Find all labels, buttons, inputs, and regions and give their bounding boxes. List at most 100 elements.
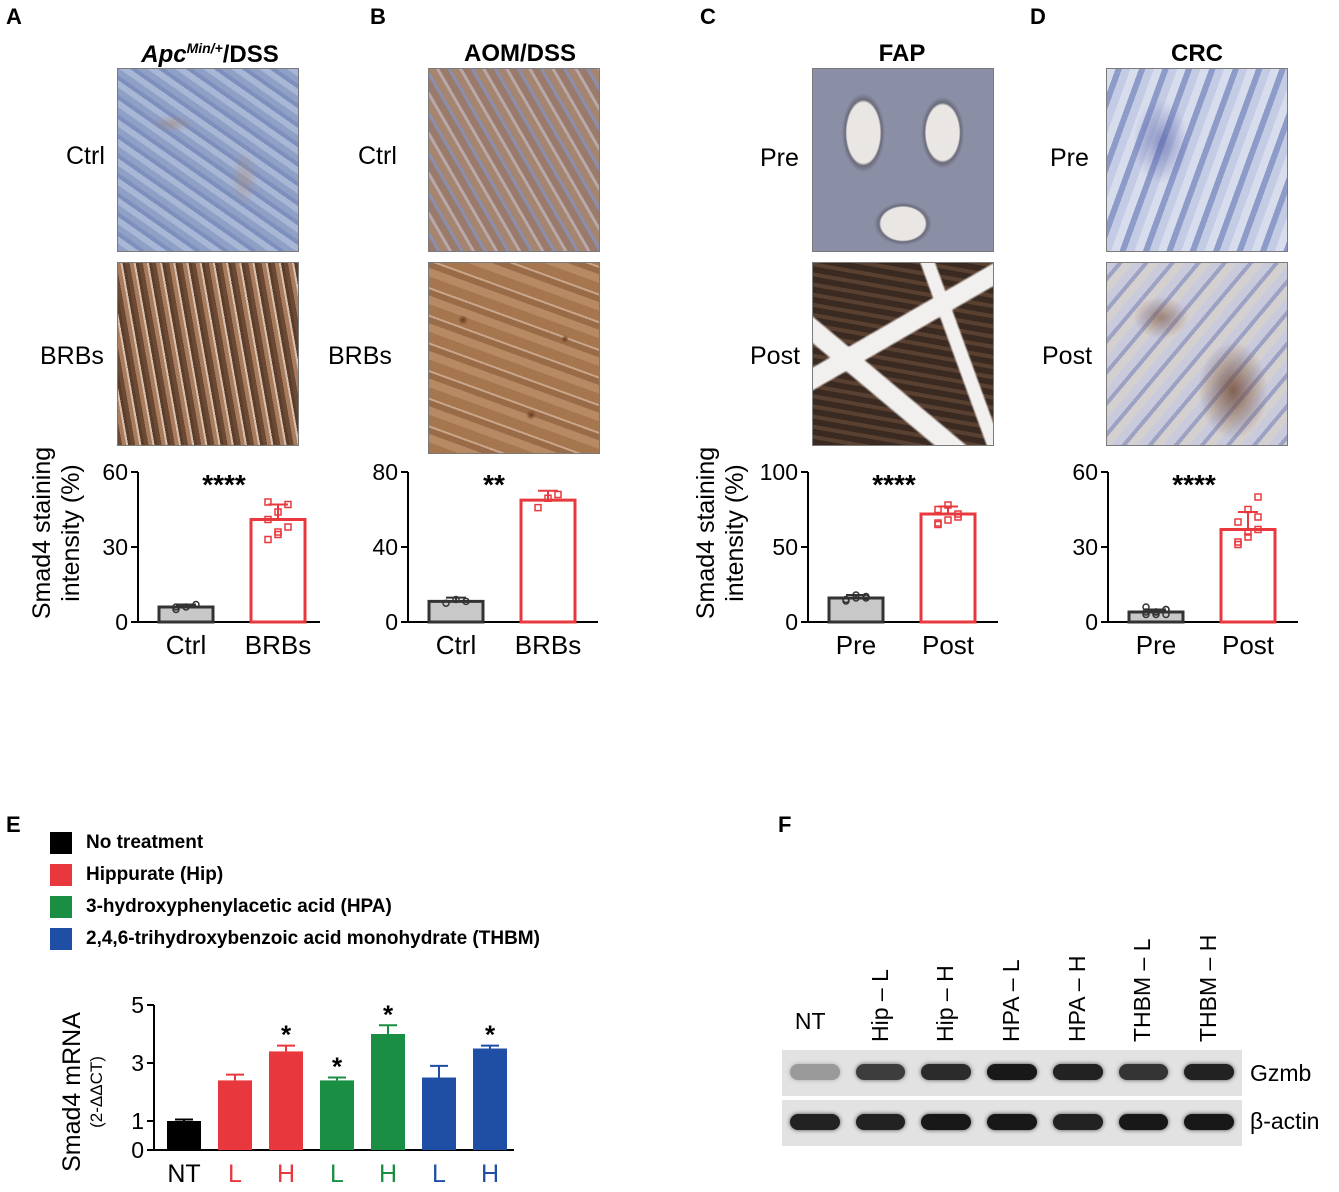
legend-label: Hippurate (Hip)	[86, 864, 224, 885]
blot-strip-actin	[782, 1100, 1242, 1146]
panel-letter-b: B	[370, 4, 386, 29]
y-tick-label: 30	[1072, 534, 1098, 560]
micrograph-post	[1106, 262, 1288, 446]
data-point	[1142, 608, 1150, 616]
y-tick-label: 3	[131, 1050, 144, 1076]
x-tick-label: Post	[922, 630, 975, 660]
legend-swatch	[50, 928, 72, 950]
bar	[371, 1034, 405, 1150]
legend-swatch	[50, 864, 72, 886]
band-gzmb	[790, 1064, 840, 1080]
bar-post	[919, 512, 977, 624]
data-point	[544, 494, 552, 502]
micrograph-ctrl	[117, 68, 299, 252]
legend-item: Hippurate (Hip)	[50, 864, 223, 886]
lane-label: THBM – H	[1195, 934, 1222, 1042]
bar-chart-c: 0 50 100 Pre Post ****	[760, 459, 998, 660]
significance-marker: *	[281, 1020, 292, 1050]
panel-title-a: ApcMin/+/DSS	[110, 40, 310, 69]
title-sup: Min/+	[186, 40, 223, 56]
data-point	[534, 503, 542, 512]
y-tick-label: 5	[131, 992, 144, 1018]
band-gzmb	[1184, 1064, 1234, 1080]
data-point	[954, 513, 962, 521]
bar-ctrl	[427, 599, 485, 624]
bar	[269, 1051, 303, 1150]
data-point	[1152, 608, 1160, 616]
row-label-ctrl: Ctrl	[66, 142, 105, 170]
bar	[218, 1080, 252, 1150]
data-point	[934, 505, 942, 514]
bar-chart-d: 0 30 60 Pre Post ****	[1072, 459, 1298, 660]
x-tick-label: Ctrl	[166, 630, 206, 660]
x-tick-label: Post	[1222, 630, 1275, 660]
data-point	[172, 605, 180, 614]
bar-chart-a: 0 30 60 Ctrl BRBs ****	[102, 459, 320, 660]
x-tick-label: H	[277, 1160, 295, 1188]
data-point	[944, 501, 952, 509]
y-tick-label: 0	[131, 1137, 144, 1163]
title-rest: /DSS	[222, 41, 279, 68]
panel-letter-e: E	[6, 812, 21, 837]
y-axis-label-e: Smad4 mRNA (2-ΔΔCT)	[58, 992, 107, 1192]
lane-label: Hip – L	[866, 969, 893, 1042]
x-tick-label: BRBs	[245, 630, 311, 660]
y-tick-label: 100	[760, 459, 798, 485]
panel-letter-f: F	[778, 812, 792, 837]
ylabel-line1: Smad4 staining	[692, 446, 720, 620]
blot-strip-gzmb	[782, 1050, 1242, 1096]
y-tick-label: 40	[372, 534, 398, 560]
data-point	[1234, 518, 1242, 526]
y-tick-label: 0	[115, 609, 128, 635]
panel-title-b: AOM/DSS	[463, 40, 576, 67]
data-point	[1244, 505, 1252, 514]
x-tick-label: Pre	[836, 630, 876, 660]
bar	[320, 1080, 354, 1150]
x-tick-label: L	[330, 1160, 344, 1188]
panel-letter-c: C	[700, 4, 716, 29]
y-tick-label: 30	[102, 534, 128, 560]
bar-brbs	[249, 518, 307, 624]
legend-item: 2,4,6-trihydroxybenzoic acid monohydrate…	[50, 928, 540, 950]
data-point	[842, 595, 850, 604]
data-point	[1142, 610, 1150, 619]
lane-label: NT	[794, 1008, 826, 1034]
legend-item: 3-hydroxyphenylacetic acid (HPA)	[50, 896, 392, 918]
x-tick-label: BRBs	[515, 630, 581, 660]
data-point	[452, 595, 460, 604]
bar-brbs	[519, 498, 577, 624]
band-actin	[1052, 1114, 1103, 1130]
y-tick-label: 1	[131, 1108, 144, 1134]
ylabel-sub: (2-ΔΔCT)	[87, 1056, 106, 1128]
data-point	[1152, 610, 1160, 619]
data-point	[192, 600, 200, 609]
data-point	[1142, 603, 1150, 611]
panel-letter-a: A	[6, 4, 22, 29]
x-tick-label: L	[228, 1160, 242, 1188]
significance-marker: *	[383, 999, 394, 1029]
significance-marker: ****	[1172, 469, 1216, 500]
data-point	[264, 498, 272, 506]
band-gzmb	[855, 1064, 906, 1080]
data-point	[1254, 525, 1262, 534]
x-tick-label: H	[481, 1160, 499, 1188]
legend-label: 3-hydroxyphenylacetic acid (HPA)	[86, 896, 392, 917]
y-tick-label: 60	[1072, 459, 1098, 485]
band-gzmb	[921, 1064, 972, 1080]
panel-title-c: FAP	[878, 40, 926, 67]
micrograph-pre	[1106, 68, 1288, 252]
band-actin	[921, 1114, 972, 1130]
micrograph-ctrl	[428, 68, 600, 252]
legend-item: No treatment	[50, 832, 203, 854]
data-point	[264, 535, 272, 544]
y-tick-label: 0	[385, 609, 398, 635]
band-actin	[790, 1114, 840, 1130]
legend-swatch	[50, 896, 72, 918]
data-point	[1254, 493, 1262, 501]
row-label-post: Post	[750, 342, 801, 370]
title-main: Apc	[141, 41, 187, 68]
y-tick-label: 50	[772, 534, 798, 560]
data-point	[284, 523, 292, 531]
band-actin	[987, 1114, 1037, 1130]
micrograph-pre	[812, 68, 994, 252]
